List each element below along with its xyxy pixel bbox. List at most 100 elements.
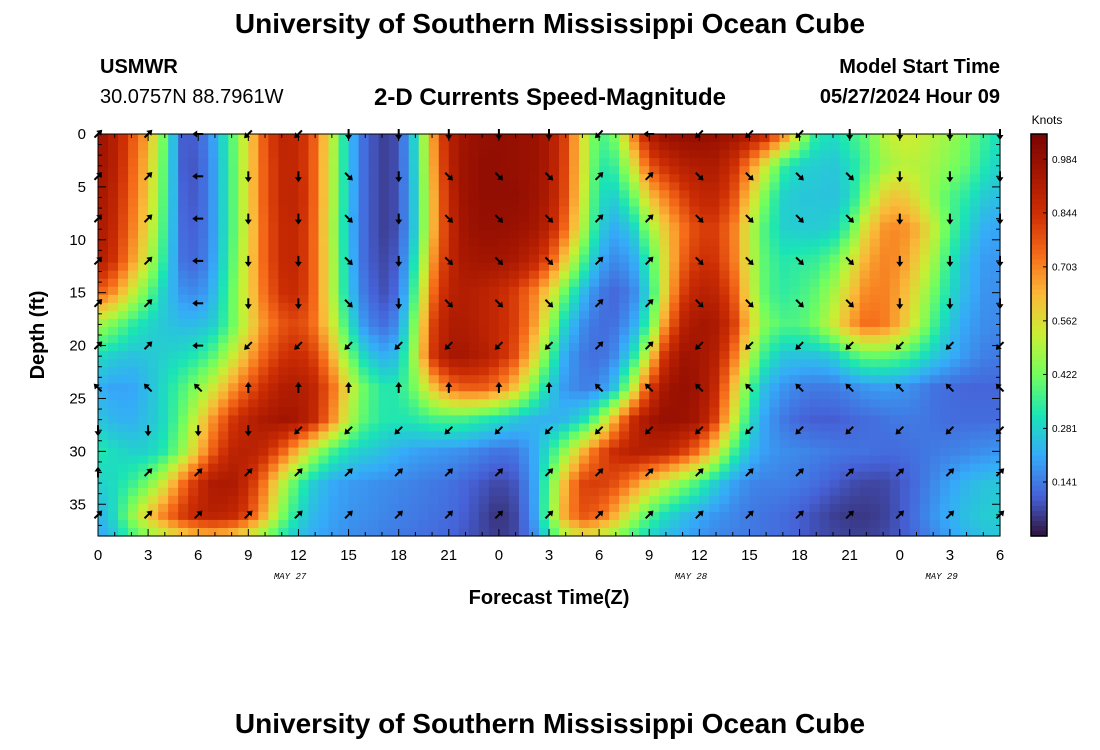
heatmap-cell (118, 519, 129, 529)
heatmap-cell (969, 487, 981, 497)
heatmap-cell (308, 206, 320, 215)
heatmap-cell (689, 190, 700, 199)
heatmap-cell (288, 214, 300, 224)
heatmap-cell (478, 447, 490, 457)
heatmap-cell (388, 335, 400, 344)
heatmap-cell (208, 439, 219, 449)
heatmap-cell (488, 495, 500, 505)
heatmap-cell (959, 182, 971, 191)
heatmap-cell (418, 166, 430, 175)
heatmap-cell (118, 455, 129, 465)
heatmap-cell (298, 335, 310, 344)
heatmap-cell (218, 214, 229, 224)
current-arrow (745, 256, 754, 266)
heatmap-cell (679, 214, 690, 224)
heatmap-cell (98, 455, 109, 465)
heatmap-cell (989, 302, 1001, 312)
heatmap-cell (408, 503, 420, 513)
heatmap-cell (609, 310, 620, 320)
heatmap-cell (168, 326, 179, 336)
heatmap-cell (258, 246, 269, 256)
heatmap-cell (288, 439, 300, 449)
heatmap-cell (609, 519, 620, 529)
heatmap-cell (599, 270, 610, 280)
heatmap-cell (228, 238, 239, 248)
heatmap-cell (208, 479, 219, 489)
heatmap-cell (98, 158, 109, 167)
heatmap-cell (899, 278, 911, 288)
heatmap-cell (448, 182, 460, 191)
heatmap-cell (939, 254, 951, 264)
heatmap-cell (148, 343, 159, 352)
heatmap-cell (679, 302, 690, 312)
heatmap-cell (408, 359, 420, 368)
heatmap-cell (809, 375, 821, 384)
heatmap-cell (538, 335, 550, 344)
heatmap-cell (478, 190, 490, 199)
heatmap-cell (398, 190, 410, 199)
heatmap-cell (128, 391, 139, 400)
heatmap-cell (248, 238, 259, 248)
heatmap-cell (589, 294, 600, 304)
heatmap-cell (859, 286, 871, 296)
current-arrow (294, 468, 303, 477)
heatmap-cell (518, 294, 530, 304)
heatmap-cell (839, 182, 851, 191)
heatmap-cell (609, 206, 620, 215)
current-arrow (143, 383, 153, 393)
heatmap-cell (709, 230, 720, 240)
heatmap-cell (198, 407, 209, 416)
heatmap-cell (989, 415, 1001, 425)
heatmap-cell (619, 230, 630, 240)
heatmap-cell (549, 310, 560, 320)
heatmap-cell (589, 158, 600, 167)
heatmap-cell (378, 158, 390, 167)
current-arrow (644, 172, 654, 181)
heatmap-cell (669, 198, 680, 207)
heatmap-cell (669, 158, 680, 167)
heatmap-cell (789, 343, 801, 352)
heatmap-cell (849, 375, 861, 384)
heatmap-cell (268, 206, 279, 215)
current-arrow (294, 510, 303, 520)
heatmap-cell (328, 399, 340, 408)
heatmap-cell (669, 335, 680, 344)
heatmap-cell (468, 407, 480, 416)
heatmap-cell (138, 326, 149, 336)
heatmap-cell (989, 190, 1001, 199)
heatmap-cell (198, 174, 209, 183)
heatmap-cell (358, 407, 370, 416)
heatmap-cell (158, 487, 169, 497)
heatmap-cell (639, 174, 650, 183)
heatmap-cell (378, 383, 390, 392)
heatmap-cell (569, 431, 580, 441)
heatmap-cell (448, 302, 460, 312)
heatmap-cell (278, 463, 290, 473)
heatmap-cell (979, 166, 991, 175)
heatmap-cell (639, 318, 650, 328)
heatmap-cell (418, 294, 430, 304)
heatmap-cell (368, 423, 380, 433)
heatmap-cell (679, 455, 690, 465)
heatmap-cell (308, 527, 320, 537)
heatmap-cell (518, 318, 530, 328)
heatmap-cell (258, 326, 269, 336)
heatmap-cell (709, 134, 720, 143)
heatmap-cell (699, 343, 710, 352)
heatmap-cell (228, 423, 239, 433)
heatmap-cell (639, 519, 650, 529)
heatmap-cell (989, 246, 1001, 256)
heatmap-cell (278, 286, 290, 296)
heatmap-cell (488, 527, 500, 537)
heatmap-cell (418, 503, 430, 513)
heatmap-cell (829, 134, 841, 143)
heatmap-cell (879, 431, 891, 441)
heatmap-cell (248, 391, 259, 400)
heatmap-cell (408, 310, 420, 320)
heatmap-cell (619, 351, 630, 360)
heatmap-cell (428, 447, 440, 457)
heatmap-cell (208, 335, 219, 344)
heatmap-cell (649, 238, 660, 248)
current-arrow (294, 381, 302, 393)
heatmap-cell (669, 527, 680, 537)
